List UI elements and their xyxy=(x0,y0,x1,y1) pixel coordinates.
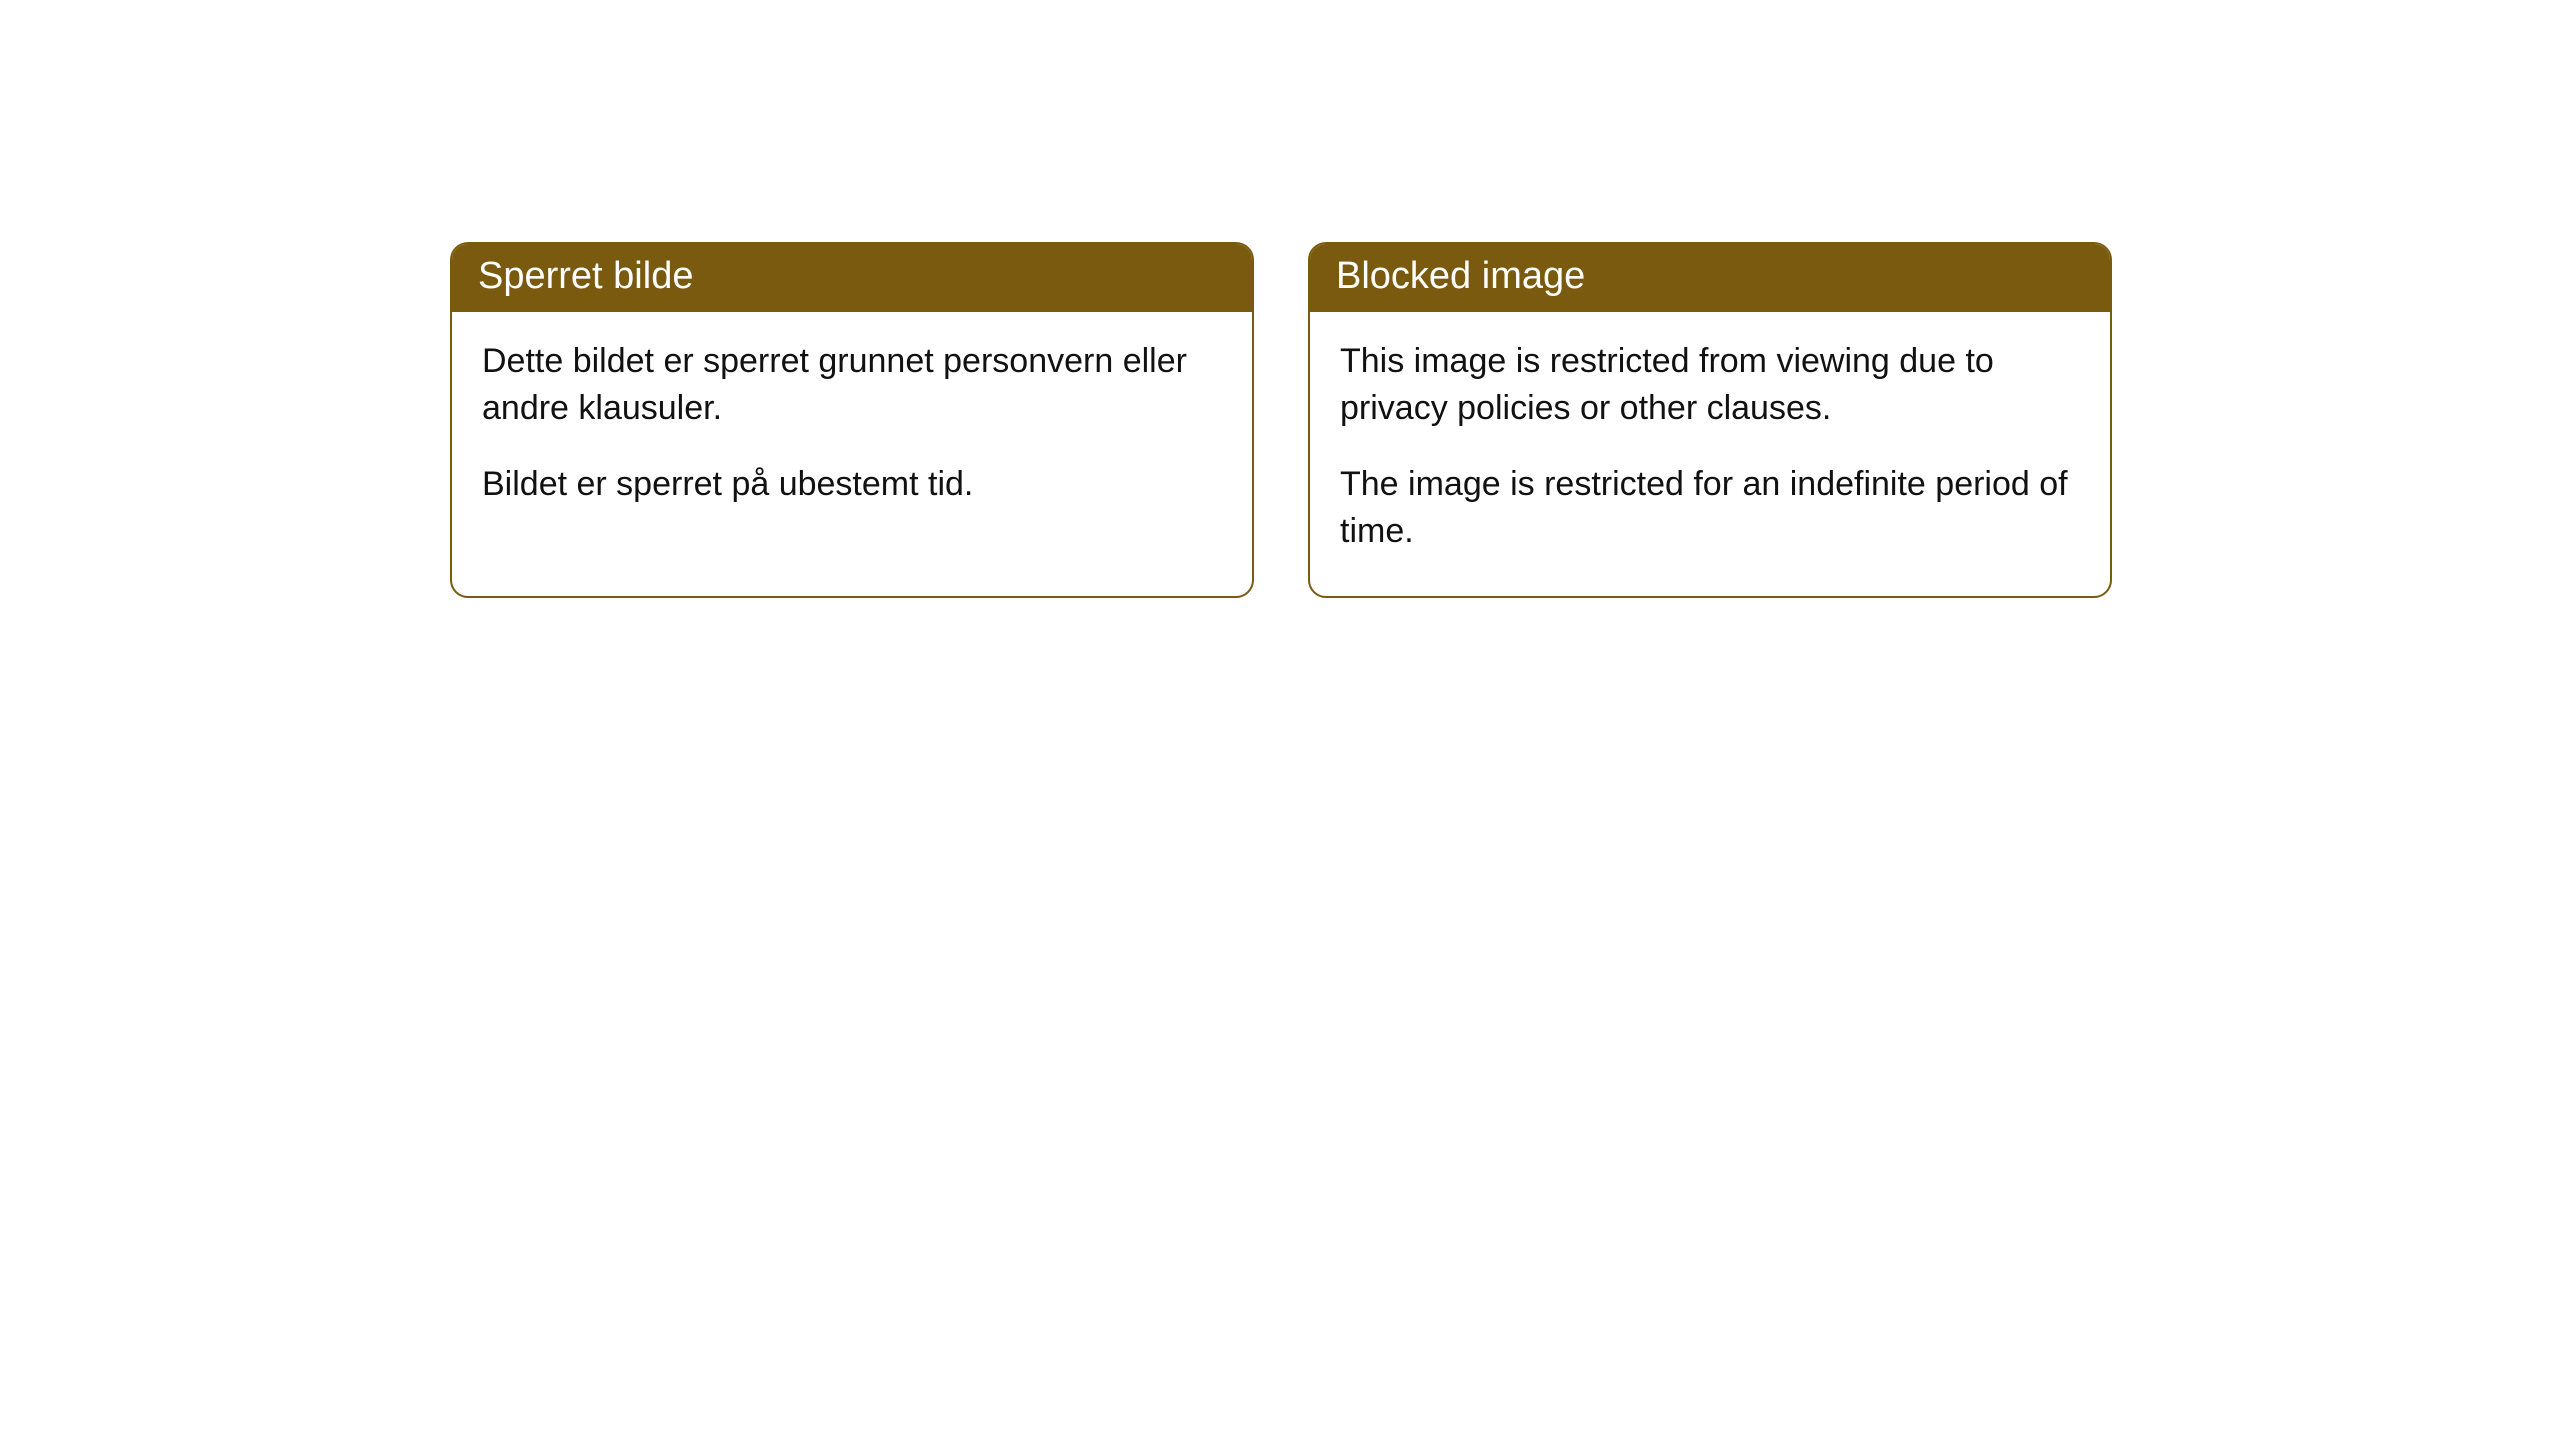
card-paragraph-en-2: The image is restricted for an indefinit… xyxy=(1340,461,2080,556)
blocked-image-card-no: Sperret bilde Dette bildet er sperret gr… xyxy=(450,242,1254,598)
blocked-image-card-en: Blocked image This image is restricted f… xyxy=(1308,242,2112,598)
card-header-en: Blocked image xyxy=(1310,244,2110,312)
card-paragraph-no-1: Dette bildet er sperret grunnet personve… xyxy=(482,338,1222,433)
card-paragraph-no-2: Bildet er sperret på ubestemt tid. xyxy=(482,461,1222,509)
card-body-no: Dette bildet er sperret grunnet personve… xyxy=(452,312,1252,549)
card-header-no: Sperret bilde xyxy=(452,244,1252,312)
card-title-no: Sperret bilde xyxy=(478,255,693,297)
card-paragraph-en-1: This image is restricted from viewing du… xyxy=(1340,338,2080,433)
card-body-en: This image is restricted from viewing du… xyxy=(1310,312,2110,596)
notice-cards-container: Sperret bilde Dette bildet er sperret gr… xyxy=(450,242,2112,598)
card-title-en: Blocked image xyxy=(1336,255,1585,297)
